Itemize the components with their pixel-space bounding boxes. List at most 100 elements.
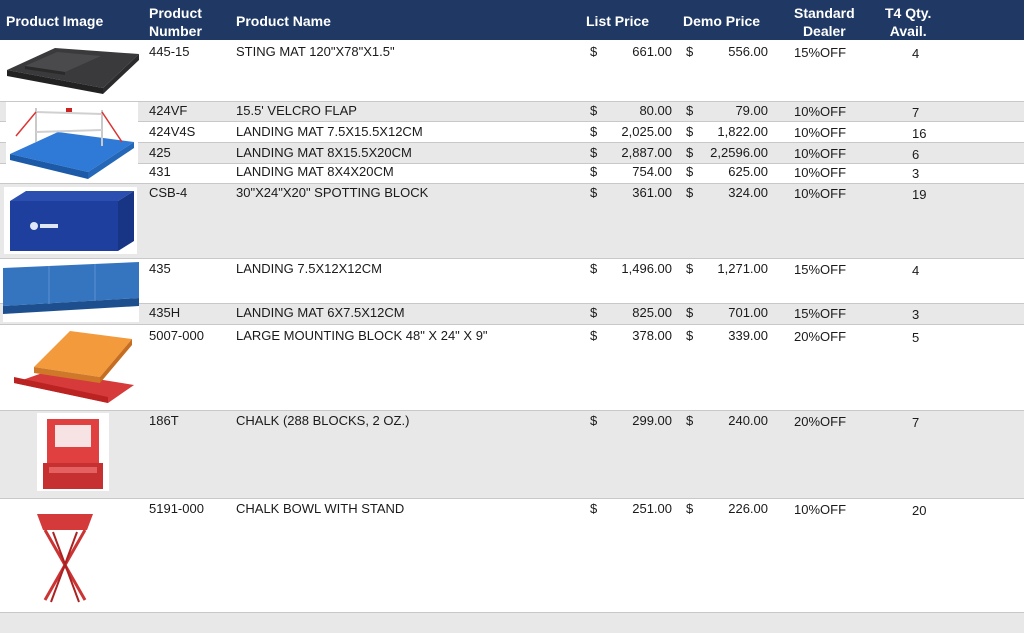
chalk-box-image (37, 413, 109, 491)
product-number: 186T (149, 413, 179, 428)
row-band (0, 410, 1024, 498)
qty-available: 7 (912, 415, 920, 430)
list-price: 661.00 (632, 44, 672, 59)
product-name: CHALK (288 BLOCKS, 2 OZ.) (236, 413, 410, 428)
dealer-discount: 10%OFF (794, 165, 847, 180)
dealer-discount: 10%OFF (794, 186, 847, 201)
landing-mat-blue-image (3, 262, 139, 322)
list-price-currency: $ (590, 124, 598, 139)
dealer-discount: 15%OFF (794, 306, 847, 321)
col-header-standard-dealer: Standard Dealer (794, 5, 855, 39)
demo-price: 556.00 (728, 44, 768, 59)
demo-price-currency: $ (686, 124, 694, 139)
list-price: 825.00 (632, 305, 672, 320)
list-price: 754.00 (632, 164, 672, 179)
product-number: 445-15 (149, 44, 190, 59)
product-name: LANDING MAT 6X7.5X12CM (236, 305, 405, 320)
demo-price-currency: $ (686, 103, 694, 118)
list-price-currency: $ (590, 413, 598, 428)
product-name: LANDING MAT 7.5X15.5X12CM (236, 124, 423, 139)
demo-price: 625.00 (728, 164, 768, 179)
demo-price: 1,822.00 (717, 124, 768, 139)
list-price-currency: $ (590, 145, 598, 160)
product-number: 5191-000 (149, 501, 204, 516)
qty-available: 6 (912, 147, 920, 162)
list-price-currency: $ (590, 185, 598, 200)
demo-price-currency: $ (686, 328, 694, 343)
dealer-discount: 15%OFF (794, 45, 847, 60)
list-price: 299.00 (632, 413, 672, 428)
dealer-discount: 10%OFF (794, 502, 847, 517)
dealer-discount: 20%OFF (794, 414, 847, 429)
col-header-product-name: Product Name (236, 13, 331, 29)
product-name: LANDING 7.5X12X12CM (236, 261, 382, 276)
qty-available: 3 (912, 307, 920, 322)
sting-mat-image (3, 42, 141, 98)
list-price-currency: $ (590, 305, 598, 320)
demo-price-currency: $ (686, 261, 694, 276)
list-price: 1,496.00 (621, 261, 672, 276)
qty-available: 5 (912, 330, 920, 345)
product-number: 435 (149, 261, 171, 276)
demo-price: 2,2596.00 (710, 145, 768, 160)
demo-price: 1,271.00 (717, 261, 768, 276)
col-header-product-number: Product Number (149, 5, 202, 39)
list-price: 2,887.00 (621, 145, 672, 160)
list-price: 2,025.00 (621, 124, 672, 139)
product-name: 15.5' VELCRO FLAP (236, 103, 357, 118)
mounting-block-image (8, 327, 136, 405)
demo-price: 240.00 (728, 413, 768, 428)
demo-price-currency: $ (686, 305, 694, 320)
qty-available: 20 (912, 503, 927, 518)
qty-available: 4 (912, 263, 920, 278)
row-band (0, 183, 1024, 258)
qty-available: 16 (912, 126, 927, 141)
list-price-currency: $ (590, 103, 598, 118)
row-band (0, 612, 1024, 633)
row-band (0, 143, 1024, 163)
product-name: CHALK BOWL WITH STAND (236, 501, 405, 516)
col-header-demo-price: Demo Price (683, 13, 761, 29)
demo-price-currency: $ (686, 501, 694, 516)
product-number: 424V4S (149, 124, 196, 139)
product-name: 30"X24"X20" SPOTTING BLOCK (236, 185, 429, 200)
list-price: 361.00 (632, 185, 672, 200)
chalk-bowl-stand-image (33, 510, 97, 606)
spotting-block-image (4, 187, 137, 254)
dealer-discount: 10%OFF (794, 125, 847, 140)
demo-price-currency: $ (686, 164, 694, 179)
table-header: Product Image Product Number Product Nam… (0, 0, 1024, 40)
qty-available: 4 (912, 46, 920, 61)
product-number: 435H (149, 305, 181, 320)
product-number: 431 (149, 164, 171, 179)
list-price-currency: $ (590, 261, 598, 276)
demo-price: 339.00 (728, 328, 768, 343)
demo-price-currency: $ (686, 413, 694, 428)
qty-available: 7 (912, 105, 920, 120)
col-header-product-image: Product Image (6, 13, 104, 29)
list-price-currency: $ (590, 164, 598, 179)
list-price-currency: $ (590, 501, 598, 516)
demo-price-currency: $ (686, 185, 694, 200)
demo-price: 701.00 (728, 305, 768, 320)
demo-price: 226.00 (728, 501, 768, 516)
list-price-currency: $ (590, 328, 598, 343)
col-header-qty-avail: T4 Qty. Avail. (885, 5, 932, 39)
product-name: LARGE MOUNTING BLOCK 48" X 24" X 9" (236, 328, 488, 343)
row-band (0, 304, 1024, 324)
col-header-list-price: List Price (586, 13, 650, 29)
product-number: 425 (149, 145, 171, 160)
demo-price-currency: $ (686, 44, 694, 59)
qty-available: 19 (912, 187, 927, 202)
qty-available: 3 (912, 166, 920, 181)
row-band (0, 101, 1024, 121)
list-price-currency: $ (590, 44, 598, 59)
dealer-discount: 10%OFF (794, 146, 847, 161)
product-name: LANDING MAT 8X4X20CM (236, 164, 394, 179)
list-price: 378.00 (632, 328, 672, 343)
product-name: LANDING MAT 8X15.5X20CM (236, 145, 412, 160)
product-number: CSB-4 (149, 185, 188, 200)
product-number: 424VF (149, 103, 188, 118)
demo-price-currency: $ (686, 145, 694, 160)
dealer-discount: 15%OFF (794, 262, 847, 277)
